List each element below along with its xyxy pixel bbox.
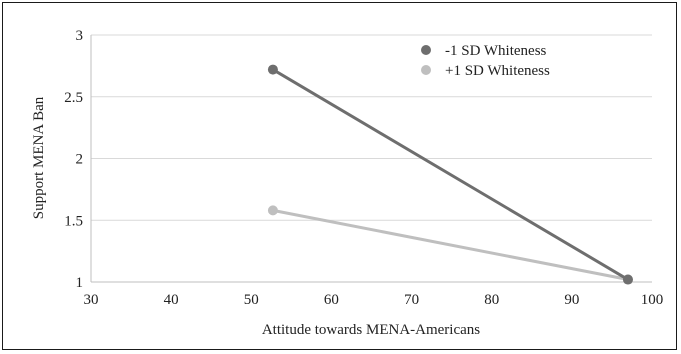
x-tick-label: 70 bbox=[404, 292, 419, 308]
legend-marker bbox=[421, 45, 431, 55]
legend: -1 SD Whiteness +1 SD Whiteness bbox=[421, 43, 550, 79]
y-tick-label: 1.5 bbox=[64, 213, 83, 229]
gridlines bbox=[91, 34, 652, 221]
chart-frame bbox=[2, 2, 677, 350]
series-line bbox=[271, 208, 630, 282]
x-tick-label: 90 bbox=[564, 292, 579, 308]
y-axis-title: Support MENA Ban bbox=[31, 96, 47, 219]
data-point bbox=[622, 274, 633, 285]
data-point bbox=[267, 64, 278, 75]
y-tick-label: 1 bbox=[76, 275, 84, 291]
x-tick-label: 50 bbox=[244, 292, 259, 308]
x-axis-title: Attitude towards MENA-Americans bbox=[262, 322, 480, 338]
series-layer bbox=[267, 64, 633, 285]
y-tick-label: 2 bbox=[76, 152, 84, 168]
y-tick-label: 2.5 bbox=[64, 90, 83, 106]
x-tick-label: 80 bbox=[484, 292, 499, 308]
axes bbox=[90, 35, 652, 283]
x-tick-label: 30 bbox=[84, 292, 99, 308]
x-tick-labels: 30 40 50 60 70 80 90 100 bbox=[84, 292, 664, 308]
series-line bbox=[271, 68, 630, 282]
legend-marker bbox=[421, 65, 431, 75]
data-point bbox=[267, 205, 278, 216]
x-tick-label: 100 bbox=[641, 292, 664, 308]
y-tick-label: 3 bbox=[76, 28, 84, 44]
x-tick-label: 60 bbox=[324, 292, 339, 308]
y-tick-labels: 1 1.5 2 2.5 3 bbox=[64, 28, 83, 291]
legend-label: -1 SD Whiteness bbox=[445, 43, 547, 59]
legend-label: +1 SD Whiteness bbox=[445, 63, 550, 79]
x-tick-label: 40 bbox=[164, 292, 179, 308]
